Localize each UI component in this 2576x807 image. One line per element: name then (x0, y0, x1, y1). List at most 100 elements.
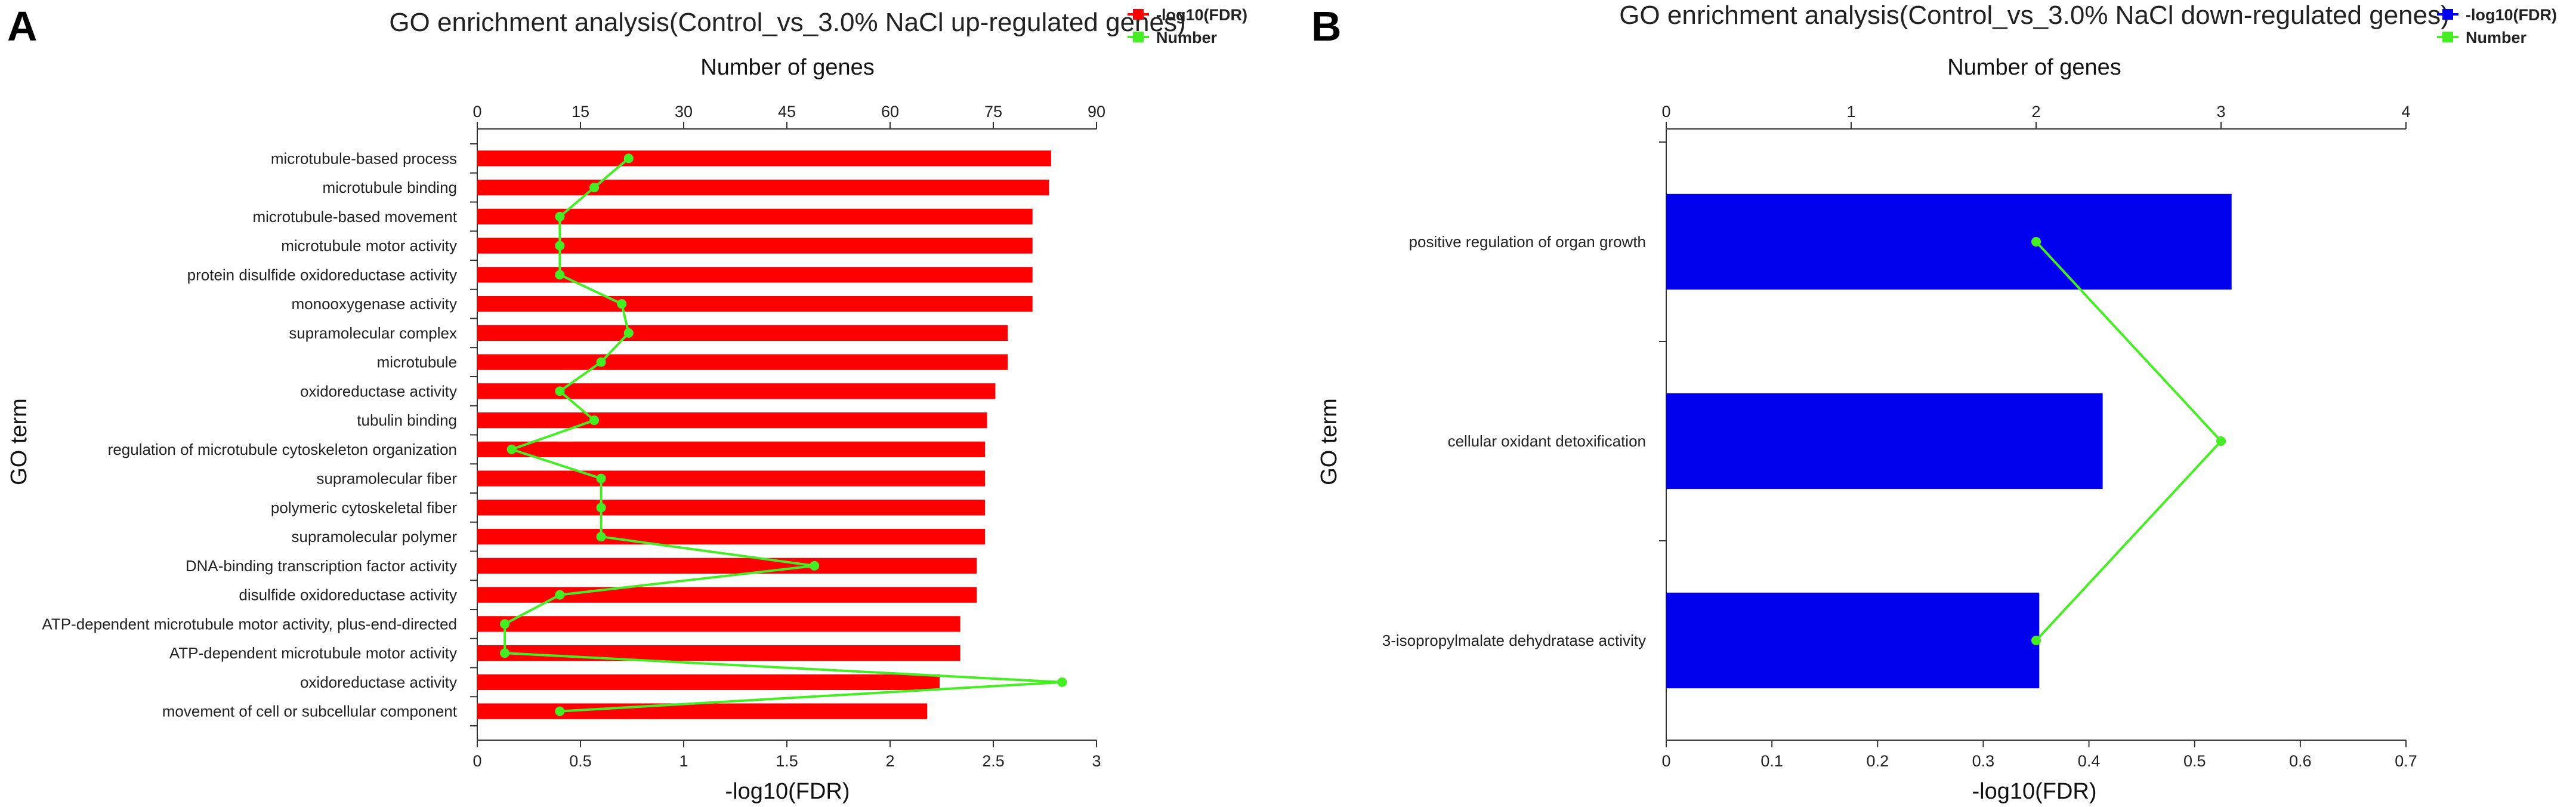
panel-a-bar (477, 528, 986, 545)
panel-b-top-tick-label: 2 (2031, 103, 2040, 121)
panel-a-number-point (623, 328, 634, 338)
panel-a-bar (477, 500, 986, 516)
panel-a-number-point (555, 241, 565, 251)
panel-a-category-label: supramolecular complex (289, 324, 457, 342)
panel-a-bar (477, 674, 940, 691)
panel-a-number-point (623, 153, 634, 164)
panel-a-top-tick-label: 60 (881, 103, 899, 121)
panel-a-legend-bar-swatch (1133, 9, 1144, 20)
panel-b-bottom-tick-label: 0 (1661, 752, 1670, 770)
panel-a-bar (477, 208, 1033, 225)
panel-a-top-tick-label: 0 (472, 103, 481, 121)
panel-a-number-point (555, 211, 565, 221)
panel-b-legend: -log10(FDR) Number (2437, 6, 2557, 47)
panel-a-top-tick-label: 15 (572, 103, 589, 121)
panel-b-legend-bar-label: -log10(FDR) (2466, 6, 2557, 24)
panel-a-category-label: disulfide oxidoreductase activity (239, 586, 457, 604)
panel-a-bar (477, 557, 977, 574)
panel-b-bar (1666, 592, 2040, 689)
panel-a-number-line (504, 157, 1062, 713)
panel-b-plot: 0 0.1 0.2 0.3 0.4 0.5 0.6 0.7 0 1 2 3 4 positive regu… (1382, 103, 2417, 770)
panel-a-number-point (596, 473, 606, 483)
panel-a-top-tick-label: 75 (984, 103, 1002, 121)
panel-b-bottom-tick-label: 0.4 (2078, 752, 2101, 770)
panel-a-category-label: microtubule motor activity (281, 237, 457, 255)
panel-a-bar (477, 354, 1008, 370)
panel-a-category-label: monooxygenase activity (292, 295, 457, 313)
panel-a-bottom-tick-label: 2 (885, 752, 894, 770)
panel-a-number-point (555, 386, 565, 396)
panel-b-legend-line-label: Number (2466, 29, 2527, 47)
panel-a-bottom-tick-label: 1 (679, 752, 688, 770)
panel-a-number-point (500, 648, 510, 658)
panel-b-top-tick-label: 3 (2216, 103, 2225, 121)
panel-b-bottom-tick-label: 0.3 (1972, 752, 1995, 770)
panel-b-category-label: cellular oxidant detoxification (1448, 432, 1646, 450)
panel-a-bar (477, 412, 987, 429)
panel-a-number-point (596, 503, 606, 513)
panel-a-bar (477, 616, 960, 632)
panel-a-category-label: oxidoreductase activity (300, 382, 457, 400)
panel-b-bottom-axis-label: -log10(FDR) (1972, 779, 2096, 804)
panel-b-title: GO enrichment analysis(Control_vs_3.0% N… (1619, 1, 2450, 30)
panel-a-category-label: ATP-dependent microtubule motor activity (169, 644, 457, 662)
panel-a-category-label: ATP-dependent microtubule motor activity… (42, 615, 457, 633)
panel-b-bar (1666, 393, 2103, 489)
panel-a-bottom-tick-label: 1.5 (776, 752, 798, 770)
panel-a-bottom-tick-label: 3 (1092, 752, 1101, 770)
panel-a-number-point (596, 532, 606, 542)
panel-b-y-axis-label: GO term (1317, 398, 1342, 485)
panel-a-category-label: microtubule (377, 353, 457, 371)
panel-a-bar (477, 645, 960, 661)
panel-a-bar (477, 470, 986, 486)
panel-a-number-point (1057, 677, 1067, 687)
panel-b-top-tick-label: 1 (1846, 103, 1855, 121)
panel-a-bar (477, 441, 986, 458)
panel-a-number-point (500, 619, 510, 629)
panel-a-category-label: microtubule-based movement (253, 208, 458, 226)
panel-a-category-label: DNA-binding transcription factor activit… (186, 557, 457, 575)
panel-a-number-point (810, 560, 820, 571)
panel-a-title: GO enrichment analysis(Control_vs_3.0% N… (389, 8, 1185, 37)
panel-a-category-label: protein disulfide oxidoreductase activit… (187, 266, 457, 284)
panel-b-bottom-tick-label: 0.5 (2183, 752, 2206, 770)
panel-a-bar (477, 383, 996, 399)
panel-a-bar (477, 238, 1033, 254)
panel-a-bar (477, 179, 1049, 196)
panel-b-top-tick-label: 4 (2401, 103, 2410, 121)
panel-a-legend-line-label: Number (1156, 29, 1218, 47)
panel-b-number-point (2031, 237, 2041, 247)
panel-a-category-label: microtubule-based process (271, 149, 457, 167)
panel-b-legend-bar-swatch (2442, 9, 2453, 20)
panel-a-number-point (555, 706, 565, 716)
panel-a-category-label: movement of cell or subcellular componen… (162, 703, 458, 720)
panel-a-category-label: tubulin binding (357, 411, 457, 429)
panel-letter-b: B (1311, 3, 1342, 50)
panel-a-top-tick-label: 30 (675, 103, 693, 121)
panel-a-number-point (589, 183, 600, 193)
panel-letter-a: A (7, 3, 38, 50)
panel-b-top-tick-label: 0 (1661, 103, 1670, 121)
panel-a-bottom-tick-label: 0.5 (569, 752, 592, 770)
panel-a-category-label: supramolecular polymer (292, 528, 458, 546)
panel-a-bar (477, 295, 1033, 312)
panel-b-bar (1666, 193, 2232, 290)
panel-b-category-label: 3-isopropylmalate dehydratase activity (1382, 632, 1646, 649)
panel-a-top-axis-label: Number of genes (700, 55, 875, 80)
panel-a-number-point (506, 444, 517, 454)
panel-b-legend-line-swatch (2442, 32, 2453, 42)
panel-a-number-point (589, 415, 600, 426)
panel-a-category-label: regulation of microtubule cytoskeleton o… (108, 441, 457, 458)
panel-a-legend-line-swatch (1133, 32, 1144, 42)
panel-a-number-point (596, 357, 606, 367)
panel-a-bar (477, 703, 928, 719)
panel-a-number-point (555, 590, 565, 600)
panel-a-category-label: polymeric cytoskeletal fiber (271, 498, 457, 516)
panel-a-category-label: oxidoreductase activity (300, 673, 457, 691)
panel-a-y-axis-label: GO term (7, 398, 32, 485)
panel-b-category-label: positive regulation of organ growth (1409, 233, 1646, 251)
panel-b-top-axis-label: Number of genes (1947, 55, 2121, 80)
panel-a-category-label: supramolecular fiber (316, 470, 457, 488)
panel-a-legend-bar-label: -log10(FDR) (1156, 6, 1247, 24)
